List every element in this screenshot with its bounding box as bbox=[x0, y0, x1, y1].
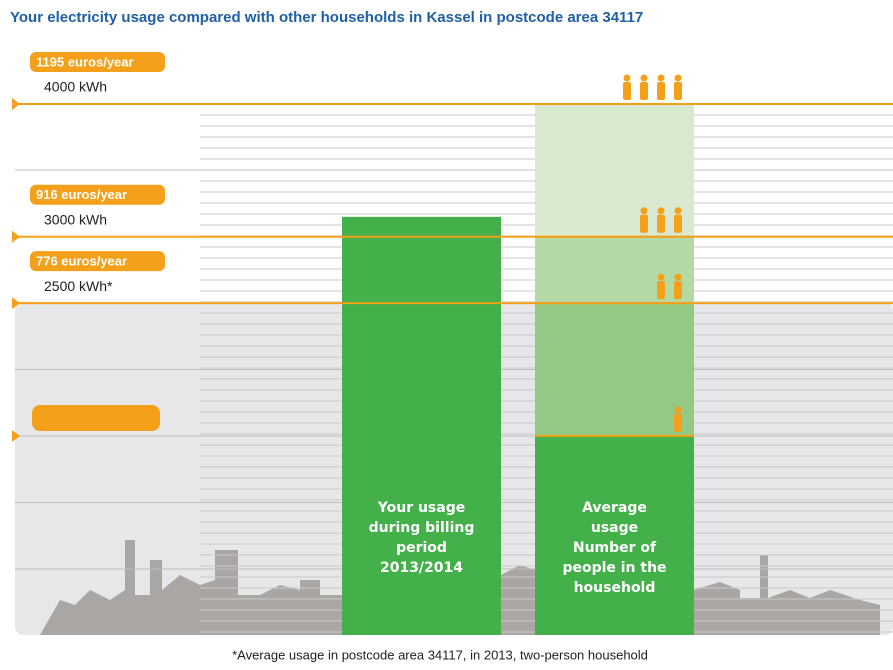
tick-arrow bbox=[12, 231, 20, 243]
person-body bbox=[674, 281, 682, 299]
person-head bbox=[675, 75, 682, 82]
cost-label: 916 euros/year bbox=[36, 187, 127, 202]
person-body bbox=[674, 215, 682, 233]
person-body bbox=[657, 215, 665, 233]
empty-cost-label bbox=[32, 405, 160, 431]
person-body bbox=[657, 82, 665, 100]
person-body bbox=[674, 82, 682, 100]
page: Your electricity usage compared with oth… bbox=[0, 0, 893, 670]
people-icons bbox=[640, 207, 682, 233]
footnote: *Average usage in postcode area 34117, i… bbox=[232, 647, 648, 662]
person-head bbox=[624, 75, 631, 82]
y-tick-label: 4000 kWh bbox=[44, 79, 107, 95]
cost-label: 1195 euros/year bbox=[36, 54, 134, 69]
person-head bbox=[658, 75, 665, 82]
bar-label: Average usage Number of people in the ho… bbox=[560, 498, 669, 598]
person-body bbox=[657, 281, 665, 299]
cost-label: 776 euros/year bbox=[36, 254, 127, 269]
person-head bbox=[675, 274, 682, 281]
person-head bbox=[641, 75, 648, 82]
person-head bbox=[658, 207, 665, 214]
people-icons bbox=[674, 406, 682, 432]
bar-label: Your usage during billing period 2013/20… bbox=[367, 498, 476, 578]
y-tick-label: 2500 kWh* bbox=[44, 278, 113, 294]
person-body bbox=[640, 82, 648, 100]
person-head bbox=[641, 207, 648, 214]
person-body bbox=[640, 215, 648, 233]
person-head bbox=[658, 274, 665, 281]
person-head bbox=[675, 207, 682, 214]
y-tick-label: 3000 kWh bbox=[44, 211, 107, 227]
person-head bbox=[675, 406, 682, 413]
people-icons bbox=[623, 75, 682, 101]
person-body bbox=[623, 82, 631, 100]
tick-arrow bbox=[12, 98, 20, 110]
person-body bbox=[674, 414, 682, 432]
chart-title: Your electricity usage compared with oth… bbox=[10, 9, 643, 26]
